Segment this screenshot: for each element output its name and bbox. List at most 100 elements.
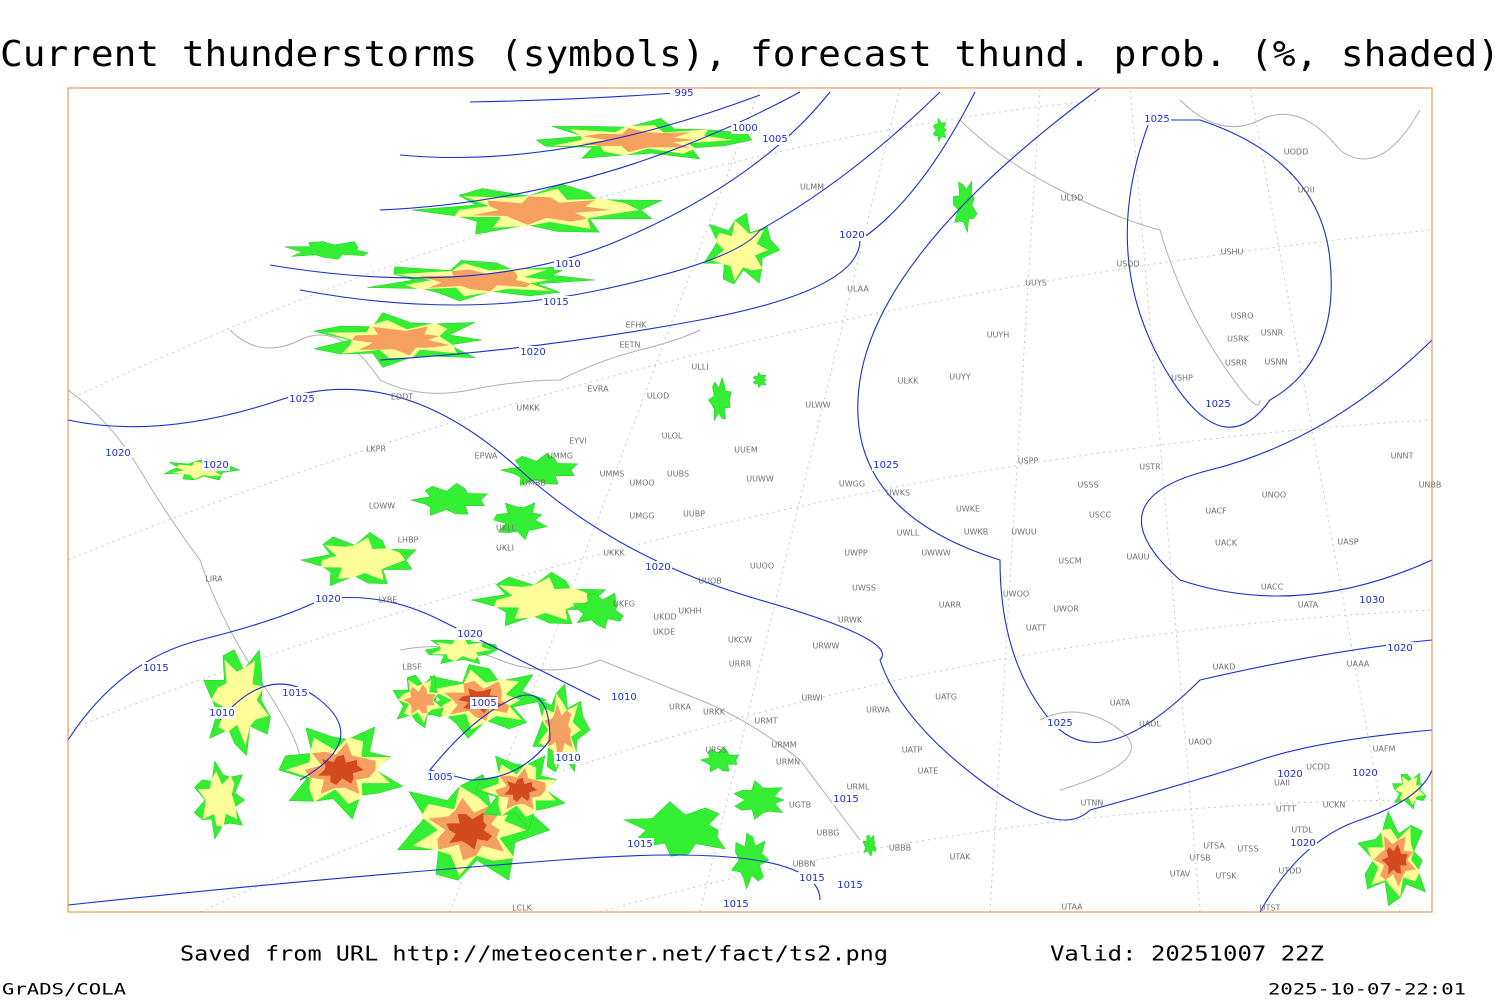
station-label: EVRA [587,385,609,394]
isobar-label: 1000 [732,123,757,134]
station-label: UTAV [1170,870,1191,879]
coastline [229,329,701,394]
station-label: ULDD [1061,194,1084,203]
isobar-label-bg [314,593,342,605]
station-label: UAKD [1213,663,1236,672]
station-label: URWW [813,642,840,651]
graticule-line [67,99,1101,401]
station-label: UMOO [629,479,654,488]
isobar-label: 1010 [555,753,580,764]
station-label: URWA [866,706,891,715]
station-label: UTDL [1291,826,1313,835]
station-label: ULWW [805,401,830,410]
station-label: URKK [703,708,726,717]
station-label: URML [847,783,870,792]
station-label: UNOO [1262,491,1286,500]
station-label: URMM [771,741,796,750]
source-url: Saved from URL http://meteocenter.net/fa… [180,942,888,966]
isobar [67,388,1433,821]
isobar [1126,119,1332,428]
isobar [67,854,821,906]
station-label: URWK [838,616,863,625]
isobar-label: 1025 [873,460,898,471]
station-label: UODD [1284,148,1308,157]
graticule-line [67,419,1433,731]
station-label: UWSS [852,584,876,593]
shaded-area [711,220,768,281]
isobar-label-bg [644,561,672,573]
station-label: UKFG [613,600,635,609]
station-label: UWOR [1053,605,1079,614]
station-label: ULMM [800,183,824,192]
isobar-label: 1020 [1277,769,1302,780]
isobar-label-bg [1289,837,1317,849]
station-label: UWGG [839,480,865,489]
isobar-label-bg [838,229,866,241]
shaded-area [418,269,531,292]
map-frame [68,88,1432,912]
shaded-area [410,482,489,516]
station-label: USPP [1018,457,1039,466]
shaded-area [953,179,978,233]
isobar-label: 1005 [471,698,496,709]
isobar-label-bg [731,122,759,134]
station-label: UATA [1298,601,1319,610]
station-label: URMT [754,717,777,726]
shaded-area [284,241,369,260]
isobar-label-bg [610,691,638,703]
station-label: USHU [1221,248,1244,257]
station-label: UTSB [1189,854,1210,863]
shaded-area [862,834,877,857]
isobar-label-bg [281,687,309,699]
station-label: USRR [1225,359,1247,368]
isobar-label: 1020 [203,460,228,471]
station-label: UKDD [653,613,676,622]
station-label: LCLK [512,904,533,913]
station-labels: ULMM ULDD UUYS USDD USHU UODD UOII USRO USRK USNR… [205,148,1441,913]
shaded-area [493,502,548,541]
station-label: UNNT [1391,452,1414,461]
station-label: UAAA [1347,660,1370,669]
isobar-label-bg [761,133,789,145]
station-label: UCDD [1306,763,1330,772]
station-label: EFHK [626,321,648,330]
station-label: USCC [1089,511,1112,520]
station-label: UACF [1205,507,1227,516]
shaded-area [707,376,732,422]
station-label: UTTT [1276,805,1296,814]
graticule-line [199,609,1433,913]
station-label: UWLL [897,529,920,538]
isobar-labels: 995 1000 1005 1010 1015 1020 1020 1025 1025 1025 1… [104,87,1414,910]
isobar-label: 1010 [209,708,234,719]
station-label: UKLI [496,544,514,553]
station-label: URKA [669,703,692,712]
shaded-area [211,659,269,746]
isobar-label-bg [670,87,698,99]
isobar-label: 1020 [839,230,864,241]
isobar [857,87,1433,743]
isobar-label: 1015 [627,839,652,850]
station-label: URSS [705,746,727,755]
station-label: USRK [1227,335,1249,344]
isobar-label: 1025 [289,394,314,405]
shaded-area [932,117,947,143]
isobar-label: 1020 [315,594,340,605]
station-label: UWUU [1011,528,1037,537]
station-label: UAII [1274,779,1290,788]
station-label: USTR [1139,463,1161,472]
shaded-area [544,703,573,756]
station-label: UAOO [1188,738,1212,747]
isobar [219,683,342,781]
station-label: EPWA [475,452,498,461]
station-label: UGTB [789,801,811,810]
shaded-area [403,684,436,715]
station-label: UKHH [678,607,701,616]
station-label: UATA [1110,699,1131,708]
isobar-label-bg [836,879,864,891]
station-label: ULAA [847,285,869,294]
station-label: USHP [1171,374,1193,383]
station-label: UNBB [1419,481,1442,490]
isobar [399,94,761,159]
station-label: UUBS [667,470,689,479]
